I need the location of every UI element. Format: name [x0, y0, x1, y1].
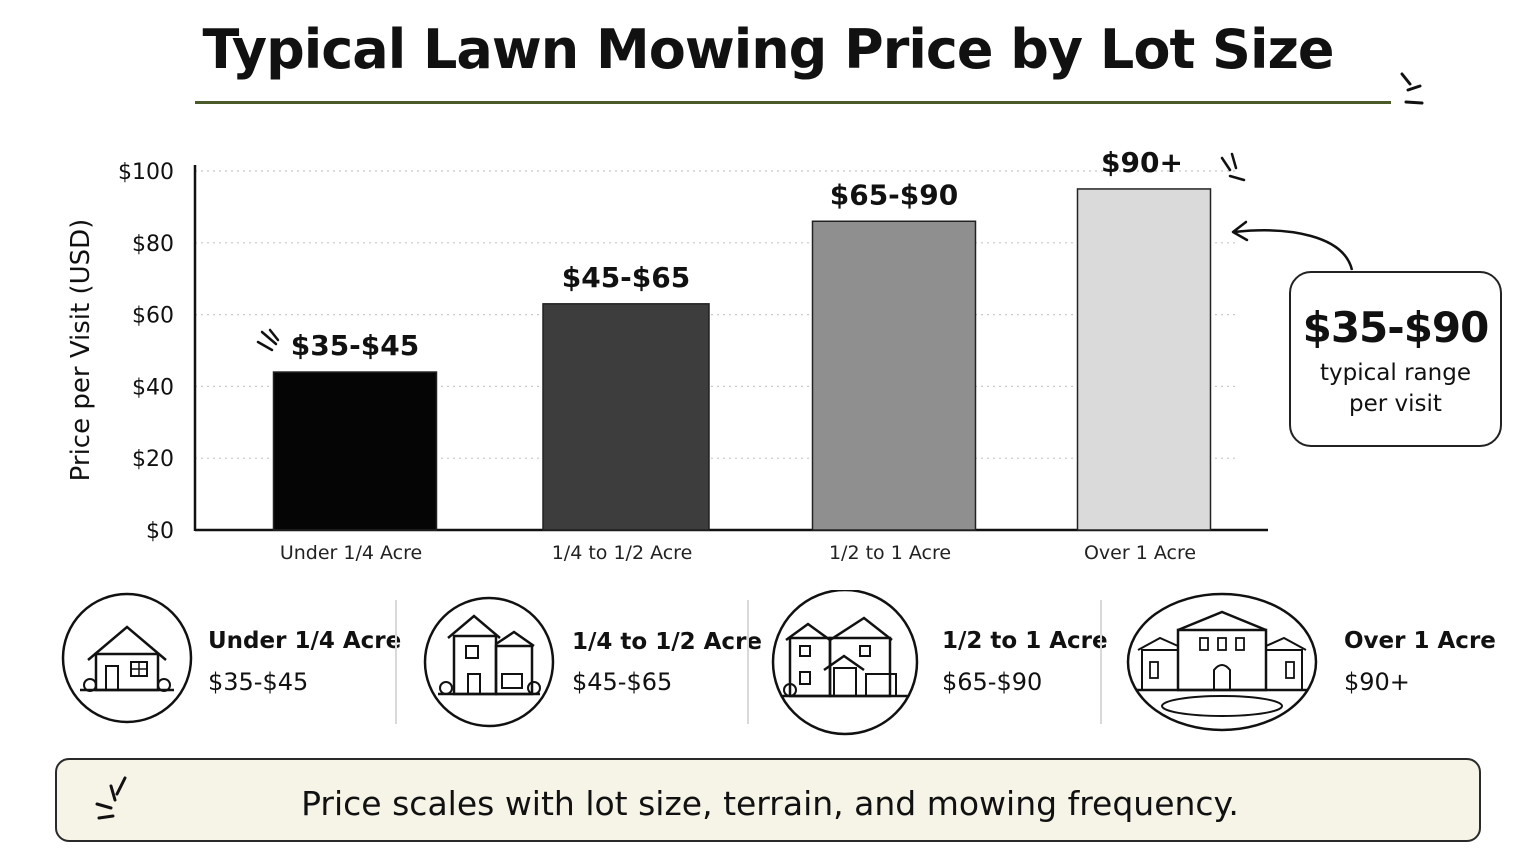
tier-quarter-to-half-acre: 1/4 to 1/2 Acre $45-$65 [422, 590, 762, 730]
callout-value: $35-$90 [1302, 303, 1490, 352]
large-house-icon [771, 590, 919, 736]
callout-line-2: per visit [1349, 391, 1442, 417]
small-house-icon [61, 592, 193, 724]
callout-arrow [1233, 229, 1354, 271]
y-tick-label: $60 [132, 304, 174, 329]
tier-label: Over 1 Acre [1344, 628, 1496, 654]
y-tick-label: $100 [118, 160, 174, 185]
bar [542, 303, 710, 531]
data-label: $65-$90 [830, 178, 959, 211]
bar-chart: $0 $20 $40 $60 $80 $100 Price per Visit (USD) $… [66, 146, 1354, 564]
category-label: Under 1/4 Acre [280, 542, 422, 564]
sparkle-icon [1400, 72, 1424, 105]
bar [811, 220, 977, 531]
data-label: $35-$45 [291, 329, 420, 362]
footer-banner: Price scales with lot size, terrain, and… [55, 758, 1481, 842]
tier-under-quarter-acre: Under 1/4 Acre $35-$45 [60, 590, 401, 730]
divider [395, 600, 397, 724]
sparkle-icon [1220, 152, 1246, 182]
two-story-house-icon [423, 596, 555, 728]
tier-label: Under 1/4 Acre [208, 628, 402, 654]
data-label: $45-$65 [562, 261, 691, 294]
tier-label: 1/2 to 1 Acre [942, 628, 1108, 654]
tier-label: 1/4 to 1/2 Acre [572, 629, 763, 655]
tier-price: $35-$45 [208, 668, 309, 696]
title-underline [195, 101, 1391, 104]
estate-icon [1126, 592, 1318, 732]
tier-price: $45-$65 [572, 668, 673, 696]
tier-over-one-acre: Over 1 Acre $90+ [1122, 590, 1502, 732]
bar [1076, 188, 1212, 531]
category-label: 1/2 to 1 Acre [829, 542, 951, 564]
y-axis-label: Price per Visit (USD) [66, 219, 96, 482]
arrow-head-icon [1231, 220, 1249, 242]
data-label: $90+ [1101, 146, 1183, 179]
sparkle-icon [256, 328, 280, 352]
tier-price: $90+ [1344, 668, 1410, 696]
bar [272, 371, 438, 531]
range-callout: $35-$90 typical range per visit [1289, 271, 1502, 447]
page-title: Typical Lawn Mowing Price by Lot Size [202, 18, 1334, 81]
callout-line-1: typical range [1320, 360, 1471, 386]
y-tick-label: $20 [132, 447, 174, 472]
sparkle-icon [95, 776, 127, 820]
y-tick-label: $80 [132, 232, 174, 257]
y-tick-label: $0 [146, 519, 174, 544]
divider [1100, 600, 1102, 724]
divider [747, 600, 749, 724]
tier-price: $65-$90 [942, 668, 1043, 696]
y-tick-label: $40 [132, 375, 174, 400]
tier-half-to-one-acre: 1/2 to 1 Acre $65-$90 [768, 590, 1108, 736]
category-label: Over 1 Acre [1084, 542, 1196, 564]
footer-text: Price scales with lot size, terrain, and… [301, 784, 1239, 823]
category-label: 1/4 to 1/2 Acre [552, 542, 693, 564]
